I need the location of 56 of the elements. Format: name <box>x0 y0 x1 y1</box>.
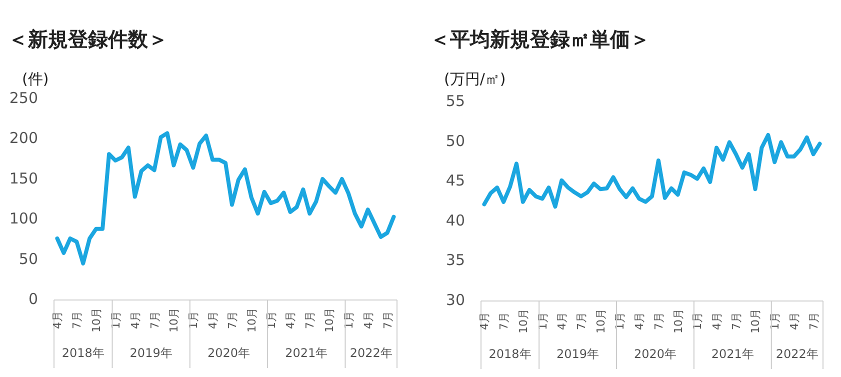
x-tick-label: 7月 <box>381 311 394 329</box>
text: 2020年 <box>634 347 676 361</box>
x-tick-label: 4月 <box>128 311 142 329</box>
y-tick-label: 250 <box>9 89 38 107</box>
x-tick-label: 10月 <box>516 308 530 334</box>
x-tick-label: 4月 <box>633 312 646 330</box>
text: 2021年 <box>711 347 754 361</box>
x-tick-label: 10月 <box>90 308 104 332</box>
x-tick-label: 7月 <box>304 311 317 329</box>
x-tick-label: 4月 <box>710 312 724 330</box>
x-tick-label: 10月 <box>168 308 181 332</box>
y-tick-label: 50 <box>18 250 38 268</box>
y-tick-label: 30 <box>446 291 465 309</box>
x-tick-label: 10月 <box>594 308 608 334</box>
line-series <box>482 133 822 209</box>
y-tick-label: 45 <box>446 172 465 190</box>
line-series <box>55 131 396 266</box>
chart-title: ＜新規登録件数＞ <box>8 27 168 51</box>
text: 2018年 <box>62 346 104 360</box>
x-tick-label: 7月 <box>575 312 588 330</box>
x-tick-label: 10月 <box>245 308 258 332</box>
y-tick-label: 100 <box>9 210 38 228</box>
y-tick-label: 50 <box>446 132 465 150</box>
x-tick-label: 4月 <box>556 312 569 330</box>
x-tick-label: 7月 <box>498 312 511 330</box>
y-tick-label: 55 <box>446 92 465 110</box>
x-tick-label: 10月 <box>749 308 762 334</box>
x-tick-label: 10月 <box>323 308 336 332</box>
chart-title: ＜平均新規登録㎡単価＞ <box>430 27 650 51</box>
y-axis-title: (件) <box>22 70 49 88</box>
x-tick-label: 4月 <box>788 312 801 330</box>
x-tick-label: 4月 <box>206 311 220 329</box>
text: 2018年 <box>488 347 532 361</box>
text: 2022年 <box>350 346 392 360</box>
x-tick-label: 10月 <box>672 308 685 334</box>
text: 2022年 <box>776 347 818 361</box>
x-tick-label: 7月 <box>807 312 820 330</box>
x-tick-label: 4月 <box>51 311 64 329</box>
text: 2019年 <box>556 347 600 361</box>
x-tick-label: 4月 <box>478 312 492 330</box>
y-tick-label: 40 <box>446 211 465 230</box>
x-tick-label: 7月 <box>148 311 162 329</box>
x-tick-label: 7月 <box>226 311 239 329</box>
x-tick-label: 7月 <box>70 311 84 329</box>
text: 2019年 <box>130 346 172 360</box>
y-tick-label: 200 <box>9 129 38 148</box>
y-axis-title: (万円/㎡) <box>444 70 506 88</box>
text: 2021年 <box>285 346 328 360</box>
x-tick-label: 7月 <box>652 312 666 330</box>
y-tick-label: 35 <box>446 251 465 270</box>
y-tick-label: 150 <box>9 169 38 188</box>
text: 2020年 <box>207 346 250 360</box>
x-tick-label: 4月 <box>284 311 298 329</box>
y-tick-label: 0 <box>28 290 38 308</box>
x-tick-label: 4月 <box>362 311 375 329</box>
x-tick-label: 7月 <box>730 312 743 330</box>
